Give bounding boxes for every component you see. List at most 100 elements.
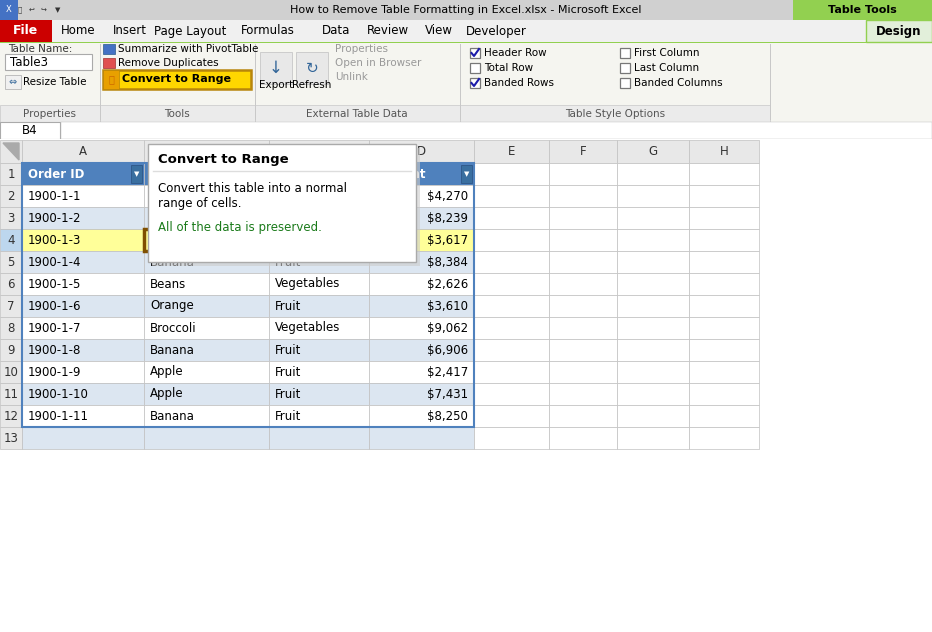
Text: $8,239: $8,239: [427, 212, 468, 224]
Text: ▼: ▼: [359, 171, 364, 177]
Bar: [5, 54, 92, 70]
Bar: [689, 273, 759, 295]
Bar: [474, 317, 549, 339]
Text: $3,617: $3,617: [427, 233, 468, 246]
Bar: [144, 273, 269, 295]
Text: Fruit: Fruit: [275, 233, 301, 246]
Text: Home: Home: [62, 25, 96, 37]
Bar: [103, 70, 119, 89]
Bar: [689, 339, 759, 361]
Text: Open in Browser: Open in Browser: [335, 58, 421, 68]
Bar: [0, 229, 22, 251]
Bar: [369, 163, 474, 185]
Bar: [617, 273, 689, 295]
Text: Header Row: Header Row: [484, 48, 547, 58]
Bar: [22, 185, 144, 207]
Text: Banana: Banana: [150, 344, 195, 356]
Bar: [689, 207, 759, 229]
Text: Orange: Orange: [150, 300, 194, 312]
Bar: [0, 163, 22, 185]
Bar: [255, 44, 256, 120]
Bar: [474, 251, 549, 273]
Bar: [269, 361, 369, 383]
Text: 7: 7: [7, 300, 15, 312]
Bar: [689, 295, 759, 317]
Text: $9,062: $9,062: [427, 322, 468, 334]
Text: Fruit: Fruit: [275, 255, 301, 269]
Bar: [549, 229, 617, 251]
Bar: [269, 207, 369, 229]
Bar: [22, 251, 144, 273]
Text: 1900-1-7: 1900-1-7: [28, 322, 81, 334]
Text: Developer: Developer: [466, 25, 527, 37]
Bar: [549, 140, 617, 163]
Text: 13: 13: [4, 432, 19, 444]
Bar: [269, 405, 369, 427]
Text: Design: Design: [876, 25, 922, 37]
Bar: [0, 0, 18, 20]
Bar: [474, 427, 549, 449]
Bar: [474, 207, 549, 229]
Text: 9: 9: [7, 344, 15, 356]
Bar: [61, 122, 932, 139]
Text: range of cells.: range of cells.: [158, 197, 241, 210]
Bar: [22, 317, 144, 339]
Text: D: D: [417, 145, 426, 158]
Text: $8,250: $8,250: [427, 410, 468, 423]
Bar: [369, 295, 474, 317]
Bar: [269, 339, 369, 361]
Bar: [474, 405, 549, 427]
Bar: [549, 273, 617, 295]
Text: ⇔: ⇔: [9, 77, 17, 87]
Bar: [470, 78, 480, 88]
Text: A: A: [79, 145, 87, 158]
Bar: [22, 163, 474, 427]
Bar: [549, 163, 617, 185]
Bar: [689, 163, 759, 185]
Bar: [144, 361, 269, 383]
Bar: [460, 44, 461, 120]
Bar: [144, 317, 269, 339]
Text: ▼: ▼: [259, 171, 264, 177]
Bar: [0, 361, 22, 383]
Bar: [103, 70, 251, 89]
Text: $3,610: $3,610: [427, 300, 468, 312]
Text: Fruit: Fruit: [275, 344, 301, 356]
Bar: [269, 273, 369, 295]
Text: 1900-1-4: 1900-1-4: [28, 255, 81, 269]
Text: ▼: ▼: [464, 171, 469, 177]
Bar: [474, 295, 549, 317]
Bar: [22, 229, 144, 251]
Bar: [617, 140, 689, 163]
Text: 3: 3: [7, 212, 15, 224]
Bar: [269, 140, 369, 163]
Bar: [617, 427, 689, 449]
Bar: [549, 405, 617, 427]
Bar: [144, 405, 269, 427]
Bar: [22, 427, 144, 449]
Bar: [0, 42, 932, 122]
Bar: [144, 207, 269, 229]
Bar: [0, 207, 22, 229]
Text: 11: 11: [4, 387, 19, 401]
Text: Tools: Tools: [164, 109, 190, 119]
Bar: [689, 383, 759, 405]
Bar: [0, 317, 22, 339]
Text: ▼: ▼: [134, 171, 139, 177]
Bar: [144, 185, 269, 207]
Bar: [144, 427, 269, 449]
Text: 12: 12: [4, 410, 19, 423]
Bar: [369, 405, 474, 427]
Text: Vegetables: Vegetables: [275, 212, 340, 224]
Text: 1900-1-2: 1900-1-2: [28, 212, 81, 224]
Text: C: C: [315, 145, 323, 158]
Bar: [103, 58, 115, 68]
Bar: [474, 229, 549, 251]
Bar: [689, 251, 759, 273]
Text: All of the data is preserved.: All of the data is preserved.: [158, 221, 322, 234]
Bar: [269, 251, 369, 273]
Text: Banded Columns: Banded Columns: [634, 78, 722, 88]
Bar: [0, 295, 22, 317]
Text: ↪: ↪: [41, 7, 47, 13]
Text: Insert: Insert: [113, 25, 147, 37]
